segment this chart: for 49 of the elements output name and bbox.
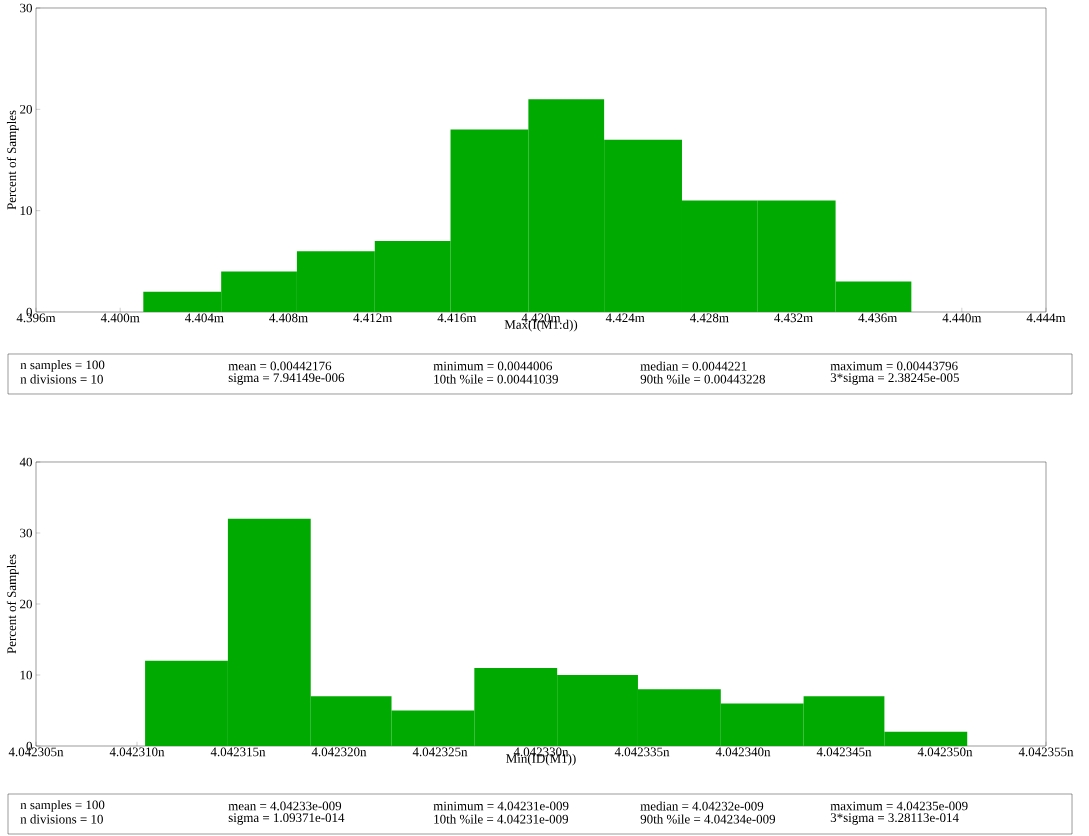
y-tick-label: 40 (19, 457, 32, 467)
text: 90th %ile = 4.04234e-009 (640, 814, 776, 824)
x-tick-label: 4.042325n (412, 747, 468, 757)
x-tick-label: 4.408m (269, 313, 308, 323)
x-tick-label: 4.042355n (1018, 747, 1074, 757)
text: 10th %ile = 4.04231e-009 (434, 814, 569, 824)
text: 3*sigma = 3.28113e-014 (830, 813, 959, 825)
text: maximum = 4.04235e-009 (830, 801, 968, 811)
x-tick-label: 4.042320n (311, 747, 367, 757)
x-tick-label: 4.042340n (715, 747, 771, 757)
text: sigma = 1.09371e-014 (228, 813, 345, 825)
x-tick-label: 4.404m (184, 313, 224, 323)
text: n divisions = 10 (20, 374, 103, 384)
x-tick-label: 4.412m (353, 313, 393, 323)
x-tick-label: 4.042350n (917, 747, 973, 757)
text: mean = 0.00442176 (228, 361, 332, 371)
text: n divisions = 10 (20, 814, 103, 824)
text: minimum = 0.0044006 (433, 361, 553, 371)
y-tick-label: 20 (20, 104, 32, 114)
text: median = 0.0044221 (640, 361, 747, 371)
x-tick-label: 4.432m (774, 313, 813, 323)
x-tick-label: 4.440m (942, 313, 982, 323)
text: n samples = 100 (20, 800, 105, 812)
text: minimum = 4.04231e-009 (433, 801, 569, 811)
y-tick-label: 20 (20, 599, 32, 609)
x-tick-label: 4.400m (100, 313, 140, 323)
x-tick-label: 4.042345n (816, 747, 872, 757)
text: mean = 4.04233e-009 (228, 801, 342, 811)
text: 3*sigma = 2.38245e-005 (830, 373, 959, 385)
x-tick-label: 4.444m (1026, 313, 1066, 323)
y-tick-label: 10 (20, 206, 32, 216)
x-tick-label: 4.428m (689, 313, 729, 323)
x-tick-label: 4.436m (858, 313, 898, 323)
text: 90th %ile = 0.00443228 (640, 374, 766, 384)
x-tick-label: 4.042335n (614, 747, 670, 757)
text: maximum = 0.00443796 (830, 361, 958, 371)
text: 10th %ile = 0.00441039 (434, 374, 558, 384)
y-axis-title: Percent of Samples (6, 110, 19, 210)
x-tick-label: 4.042315n (210, 747, 266, 757)
y-axis-title: Percent of Samples (6, 554, 19, 654)
text: sigma = 7.94149e-006 (228, 373, 345, 385)
x-tick-label: 4.042310n (109, 747, 165, 757)
y-tick-label: 30 (20, 3, 32, 13)
text: median = 4.04232e-009 (640, 801, 764, 811)
x-tick-label: 4.416m (437, 313, 477, 323)
text: n samples = 100 (20, 360, 105, 372)
x-tick-label: 4.424m (605, 313, 645, 323)
y-tick-label: 10 (20, 670, 32, 680)
y-tick-label: 30 (20, 528, 32, 538)
